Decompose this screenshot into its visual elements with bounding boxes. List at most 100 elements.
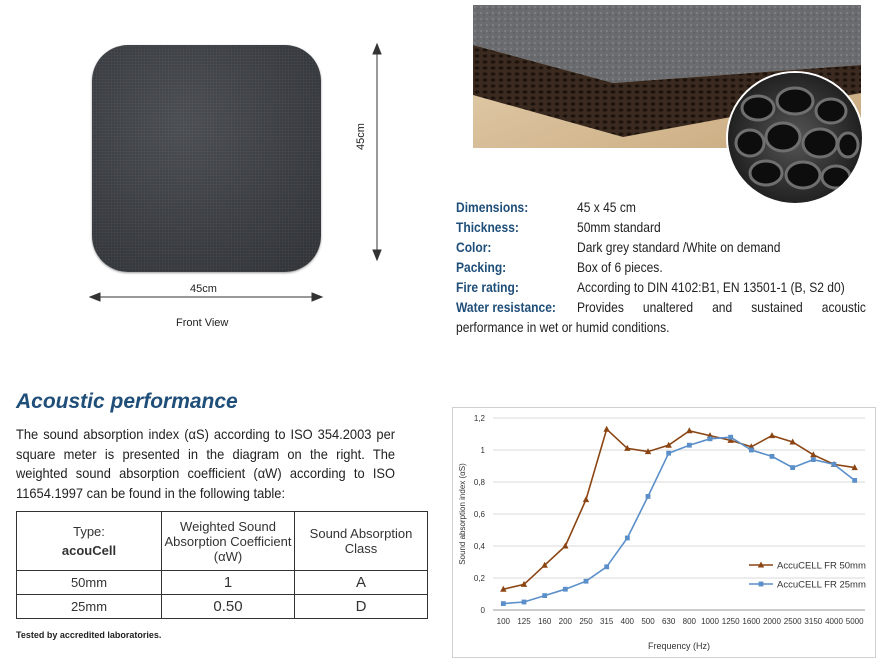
table-cell: D <box>294 594 428 619</box>
data-point <box>604 564 610 570</box>
spec-value-water-resistance: Provides unaltered and sustained acousti… <box>577 299 866 315</box>
table-cell: 25mm <box>16 594 162 619</box>
table-header-type: Type: acouCell <box>16 511 162 571</box>
x-tick-label: 315 <box>600 617 614 626</box>
table-cell: 50mm <box>16 570 162 595</box>
spec-label-fire-rating: Fire rating: <box>456 279 519 295</box>
data-point <box>541 561 548 568</box>
legend-label: AccuCELL FR 50mm <box>777 561 866 572</box>
data-point <box>665 441 672 448</box>
spec-label-water-resistance: Water resistance: <box>456 299 556 315</box>
width-label: 45cm <box>190 283 217 295</box>
series-line <box>503 436 856 605</box>
spec-value-water-resistance-cont: performance in wet or humid conditions. <box>456 319 670 335</box>
data-point <box>644 448 652 455</box>
x-tick-label: 400 <box>621 617 635 626</box>
x-tick-label: 2000 <box>763 617 781 626</box>
x-tick-label: 125 <box>517 617 531 626</box>
spec-value-packing: Box of 6 pieces. <box>577 259 663 275</box>
x-tick-label: 2500 <box>784 617 802 626</box>
spec-value-thickness: 50mm standard <box>577 219 661 235</box>
spec-value-fire-rating: According to DIN 4102:B1, EN 13501-1 (B,… <box>577 279 845 295</box>
y-tick-label: 0 <box>481 606 486 615</box>
spec-label-thickness: Thickness: <box>456 219 519 235</box>
table-cell: 0.50 <box>161 594 295 619</box>
data-point <box>851 464 858 471</box>
data-point <box>562 586 568 592</box>
x-tick-label: 3150 <box>804 617 822 626</box>
y-tick-label: 0,6 <box>474 510 486 519</box>
section-body: The sound absorption index (αS) accordin… <box>16 426 396 501</box>
legend-marker <box>758 581 764 587</box>
y-tick-label: 0,2 <box>474 574 486 583</box>
data-point <box>810 457 816 462</box>
data-point <box>624 535 630 541</box>
data-point <box>810 451 817 458</box>
table-row: 50mm 1 A <box>16 570 428 595</box>
x-tick-label: 160 <box>538 617 552 626</box>
x-tick-label: 500 <box>641 617 655 626</box>
height-label: 45cm <box>355 123 367 150</box>
spec-label-dimensions: Dimensions: <box>456 199 529 215</box>
data-point <box>500 601 506 606</box>
spec-label-packing: Packing: <box>456 259 507 275</box>
data-point <box>562 542 569 549</box>
series-line <box>503 427 855 590</box>
table-header-class: Sound Absorption Class <box>294 511 428 571</box>
x-tick-label: 4000 <box>825 617 843 626</box>
y-tick-label: 0,8 <box>474 478 486 487</box>
data-point <box>645 494 651 499</box>
brand-logo: acouCell <box>61 543 117 558</box>
data-point <box>666 450 672 456</box>
x-tick-label: 1250 <box>722 617 740 626</box>
y-axis-label: Sound absorption index (αS) <box>458 463 467 565</box>
x-tick-label: 1000 <box>701 617 719 626</box>
data-point <box>521 599 527 605</box>
absorption-chart: 0 0,2 0,4 0,6 0,8 1 1,2 100 125 160 200 250 315 400 50… <box>452 407 876 658</box>
data-point <box>542 593 548 598</box>
data-point <box>728 434 734 440</box>
x-tick-label: 250 <box>579 617 593 626</box>
data-point <box>727 436 734 443</box>
type-label: Type: <box>73 524 105 539</box>
data-point <box>500 585 507 592</box>
x-tick-label: 100 <box>497 617 511 626</box>
footnote: Tested by accredited laboratories. <box>16 630 162 640</box>
data-point <box>520 580 528 587</box>
y-tick-label: 0,4 <box>474 542 486 551</box>
legend-label: AccuCELL FR 25mm <box>777 580 866 591</box>
x-tick-label: 200 <box>559 617 573 626</box>
spec-value-color: Dark grey standard /White on demand <box>577 239 781 255</box>
data-point <box>769 454 775 459</box>
cell-structure-closeup <box>728 73 862 203</box>
x-tick-label: 630 <box>662 617 676 626</box>
data-point <box>603 425 610 432</box>
data-point <box>624 444 631 451</box>
data-point <box>583 578 589 584</box>
table-header-coefficient: Weighted Sound Absorption Coefficient (α… <box>161 511 295 571</box>
x-tick-label: 5000 <box>846 617 864 626</box>
legend-marker <box>757 561 765 568</box>
data-point <box>686 427 693 434</box>
spec-label-color: Color: <box>456 239 492 255</box>
x-axis-label: Frequency (Hz) <box>648 641 710 651</box>
table-cell: 1 <box>161 570 295 595</box>
x-tick-label: 1600 <box>742 617 760 626</box>
section-title: Acoustic performance <box>16 390 238 413</box>
front-view-caption: Front View <box>176 317 229 329</box>
data-point <box>789 438 796 445</box>
data-point <box>686 442 692 448</box>
y-tick-label: 1,2 <box>474 414 486 423</box>
data-point <box>582 496 590 503</box>
data-point <box>768 432 776 439</box>
table-cell: A <box>294 570 428 595</box>
y-tick-label: 1 <box>481 446 486 455</box>
data-point <box>790 465 796 470</box>
chart-svg: 0 0,2 0,4 0,6 0,8 1 1,2 100 125 160 200 250 315 400 50… <box>458 414 866 651</box>
table-row: 25mm 0.50 D <box>16 594 428 619</box>
data-point <box>852 478 858 483</box>
spec-value-dimensions: 45 x 45 cm <box>577 199 636 215</box>
data-point <box>707 436 713 442</box>
data-point <box>831 462 837 467</box>
